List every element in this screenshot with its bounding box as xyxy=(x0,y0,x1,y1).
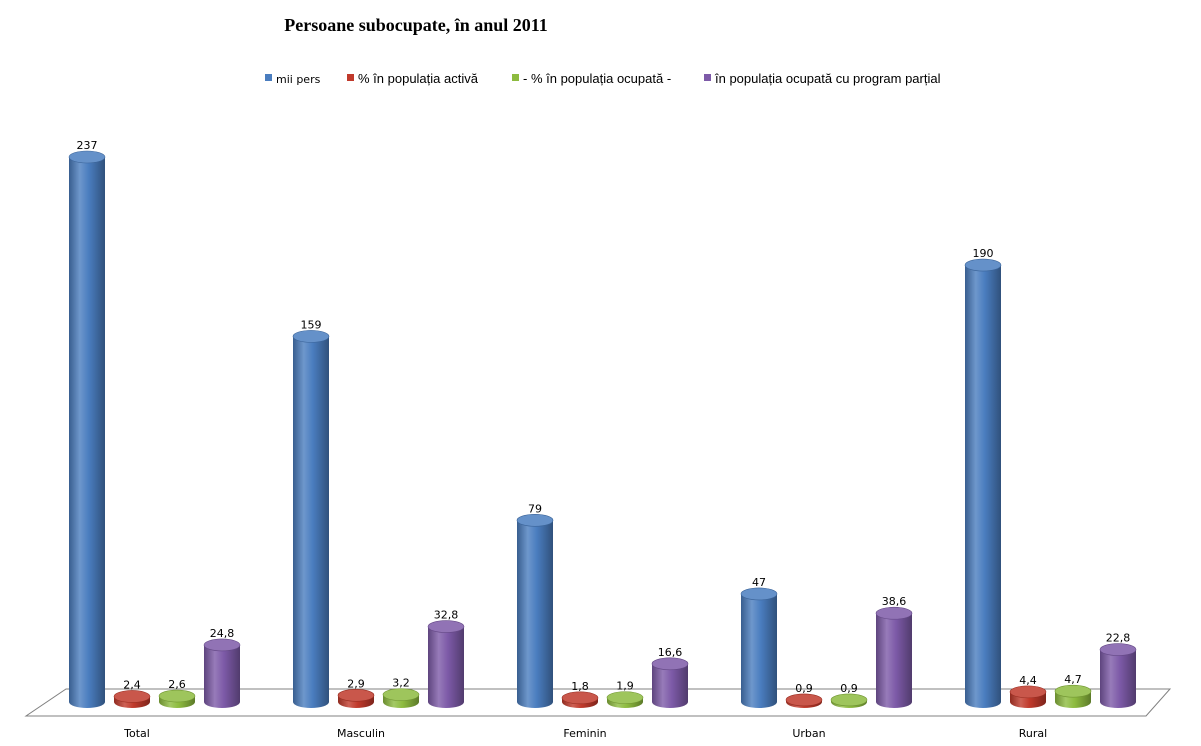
data-label: 4,4 xyxy=(1019,674,1037,687)
bar xyxy=(1054,684,1092,708)
bar xyxy=(606,691,644,708)
legend: mii pers % în populația activă - % în popu… xyxy=(265,71,941,86)
data-labels: 237 2,4 2,6 24,8 159 2,9 3,2 32,8 79 1,8 1,9 16,6 47… xyxy=(77,139,1131,695)
data-label: 2,4 xyxy=(123,678,141,691)
data-label: 1,8 xyxy=(571,680,589,693)
data-label: 2,6 xyxy=(168,678,186,691)
data-label: 0,9 xyxy=(795,682,813,695)
bar xyxy=(382,688,420,708)
bar xyxy=(740,587,778,708)
category-label: Rural xyxy=(1019,727,1047,740)
legend-label: % în populația activă xyxy=(358,71,479,86)
legend-swatch xyxy=(704,74,711,81)
data-label: 47 xyxy=(752,576,766,589)
data-label: 1,9 xyxy=(616,680,634,693)
data-label: 79 xyxy=(528,502,542,515)
legend-swatch xyxy=(265,74,272,81)
category-label: Total xyxy=(123,727,150,740)
category-labels: Total Masculin Feminin Urban Rural xyxy=(123,727,1047,740)
data-label: 2,9 xyxy=(347,677,365,690)
bar xyxy=(292,330,330,708)
chart-title: Persoane subocupate, în anul 2011 xyxy=(284,15,548,35)
data-label: 24,8 xyxy=(210,627,235,640)
data-label: 237 xyxy=(77,139,98,152)
data-label: 190 xyxy=(973,247,994,260)
data-label: 0,9 xyxy=(840,682,858,695)
bar xyxy=(1009,685,1047,708)
legend-label: mii pers xyxy=(276,73,321,86)
category-label: Masculin xyxy=(337,727,385,740)
bars xyxy=(68,150,1137,708)
data-label: 22,8 xyxy=(1106,632,1131,645)
data-label: 16,6 xyxy=(658,646,683,659)
legend-swatch xyxy=(347,74,354,81)
data-label: 3,2 xyxy=(392,677,410,690)
bar xyxy=(203,638,241,708)
bar xyxy=(875,606,913,708)
category-label: Feminin xyxy=(563,727,606,740)
bar xyxy=(68,150,106,708)
legend-label: în populația ocupată cu program parțial xyxy=(714,71,941,86)
bar xyxy=(337,689,375,708)
bar xyxy=(830,693,868,708)
legend-swatch xyxy=(512,74,519,81)
data-label: 159 xyxy=(301,318,322,331)
bar xyxy=(113,690,151,708)
legend-label: - % în populația ocupată - xyxy=(523,71,671,86)
bar xyxy=(1099,643,1137,708)
data-label: 32,8 xyxy=(434,609,459,622)
bar xyxy=(158,689,196,708)
data-label: 38,6 xyxy=(882,595,907,608)
bar xyxy=(561,691,599,708)
data-label: 4,7 xyxy=(1064,673,1082,686)
bar xyxy=(427,620,465,708)
bar xyxy=(785,693,823,708)
bar xyxy=(964,258,1002,708)
bar xyxy=(651,657,689,708)
category-label: Urban xyxy=(792,727,825,740)
bar xyxy=(516,514,554,708)
